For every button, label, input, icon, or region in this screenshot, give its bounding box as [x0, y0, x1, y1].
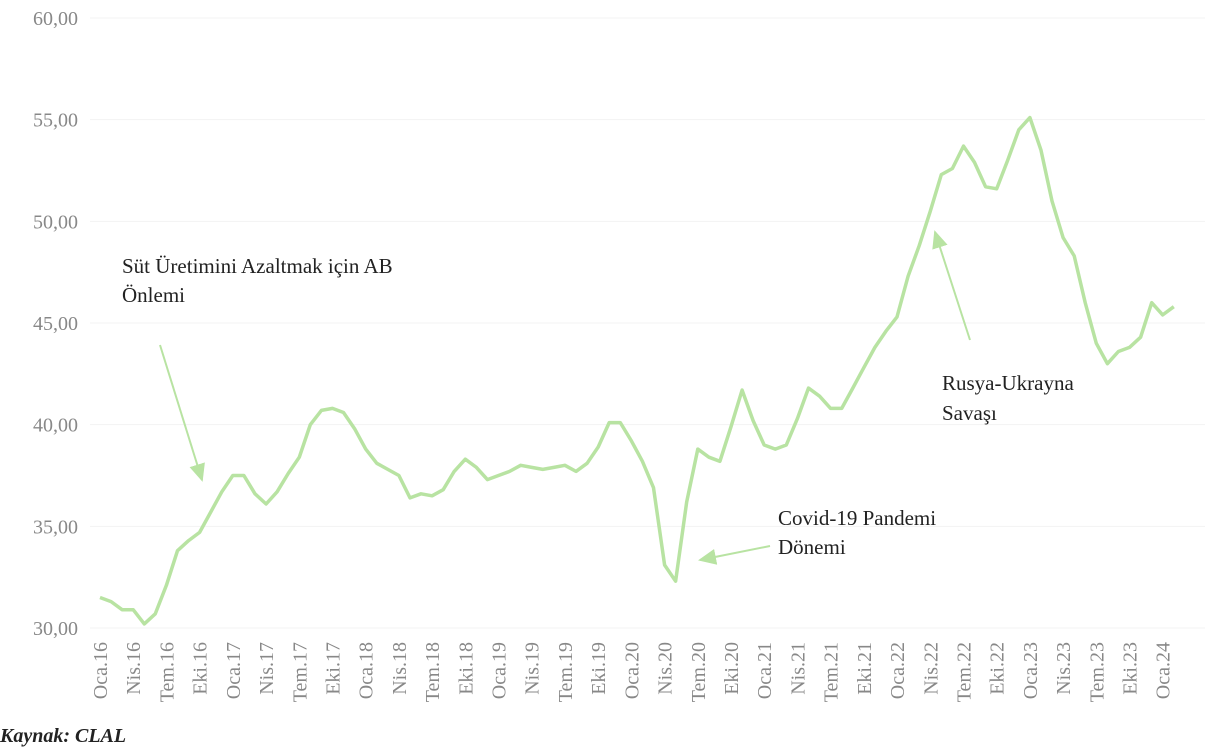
x-tick-label: Eki.23	[1120, 642, 1142, 695]
x-tick-label: Oca.16	[90, 642, 112, 699]
x-tick-label: Tem.16	[156, 642, 178, 702]
x-tick-label: Tem.18	[422, 642, 444, 702]
x-tick-label: Tem.21	[821, 642, 843, 702]
x-tick-label: Tem.23	[1086, 642, 1108, 702]
x-tick-label: Tem.22	[953, 642, 975, 702]
x-tick-label: Tem.20	[688, 642, 710, 702]
annotation: Rusya-Ukrayna	[942, 371, 1074, 395]
y-tick-label: 50,00	[33, 211, 78, 233]
x-tick-label: Oca.18	[356, 642, 378, 699]
annotation-arrow	[159, 344, 205, 482]
x-tick-label: Nis.20	[655, 642, 677, 695]
x-tick-label: Tem.19	[555, 642, 577, 702]
x-tick-label: Eki.16	[190, 642, 212, 695]
x-tick-label: Eki.19	[588, 642, 610, 695]
x-tick-label: Nis.19	[522, 642, 544, 695]
y-tick-label: 60,00	[33, 8, 78, 30]
x-tick-label: Eki.18	[455, 642, 477, 695]
x-tick-label: Nis.16	[123, 642, 145, 695]
x-tick-label: Nis.18	[389, 642, 411, 695]
line-series	[99, 115, 1175, 626]
x-tick-label: Nis.22	[920, 642, 942, 695]
x-tick-label: Oca.20	[621, 642, 643, 699]
x-tick-label: Eki.17	[322, 642, 344, 695]
x-tick-label: Oca.17	[223, 642, 245, 699]
y-tick-label: 45,00	[33, 313, 78, 335]
annotation: Süt Üretimini Azaltmak için AB	[122, 254, 393, 278]
x-tick-label: Eki.20	[721, 642, 743, 695]
x-tick-label: Tem.17	[289, 642, 311, 702]
annotation: Dönemi	[778, 535, 846, 559]
x-tick-label: Nis.21	[787, 642, 809, 695]
y-tick-label: 40,00	[33, 415, 78, 437]
x-tick-label: Nis.23	[1053, 642, 1075, 695]
annotation-arrow	[932, 230, 971, 341]
annotation: Covid-19 Pandemi	[778, 506, 936, 530]
x-tick-label: Oca.21	[754, 642, 776, 699]
y-tick-label: 30,00	[33, 618, 78, 640]
x-tick-label: Oca.24	[1153, 642, 1175, 699]
x-tick-label: Oca.23	[1020, 642, 1042, 699]
y-tick-label: 35,00	[33, 516, 78, 538]
annotation: Önlemi	[122, 283, 185, 307]
annotation: Savaşı	[942, 401, 997, 425]
source: Kaynak: CLAL	[0, 725, 126, 747]
x-tick-label: Oca.19	[489, 642, 511, 699]
x-tick-label: Oca.22	[887, 642, 909, 699]
annotation-arrow	[698, 545, 771, 565]
y-tick-label: 55,00	[33, 110, 78, 132]
x-tick-label: Nis.17	[256, 642, 278, 695]
x-tick-label: Eki.22	[987, 642, 1009, 695]
x-tick-label: Eki.21	[854, 642, 876, 695]
